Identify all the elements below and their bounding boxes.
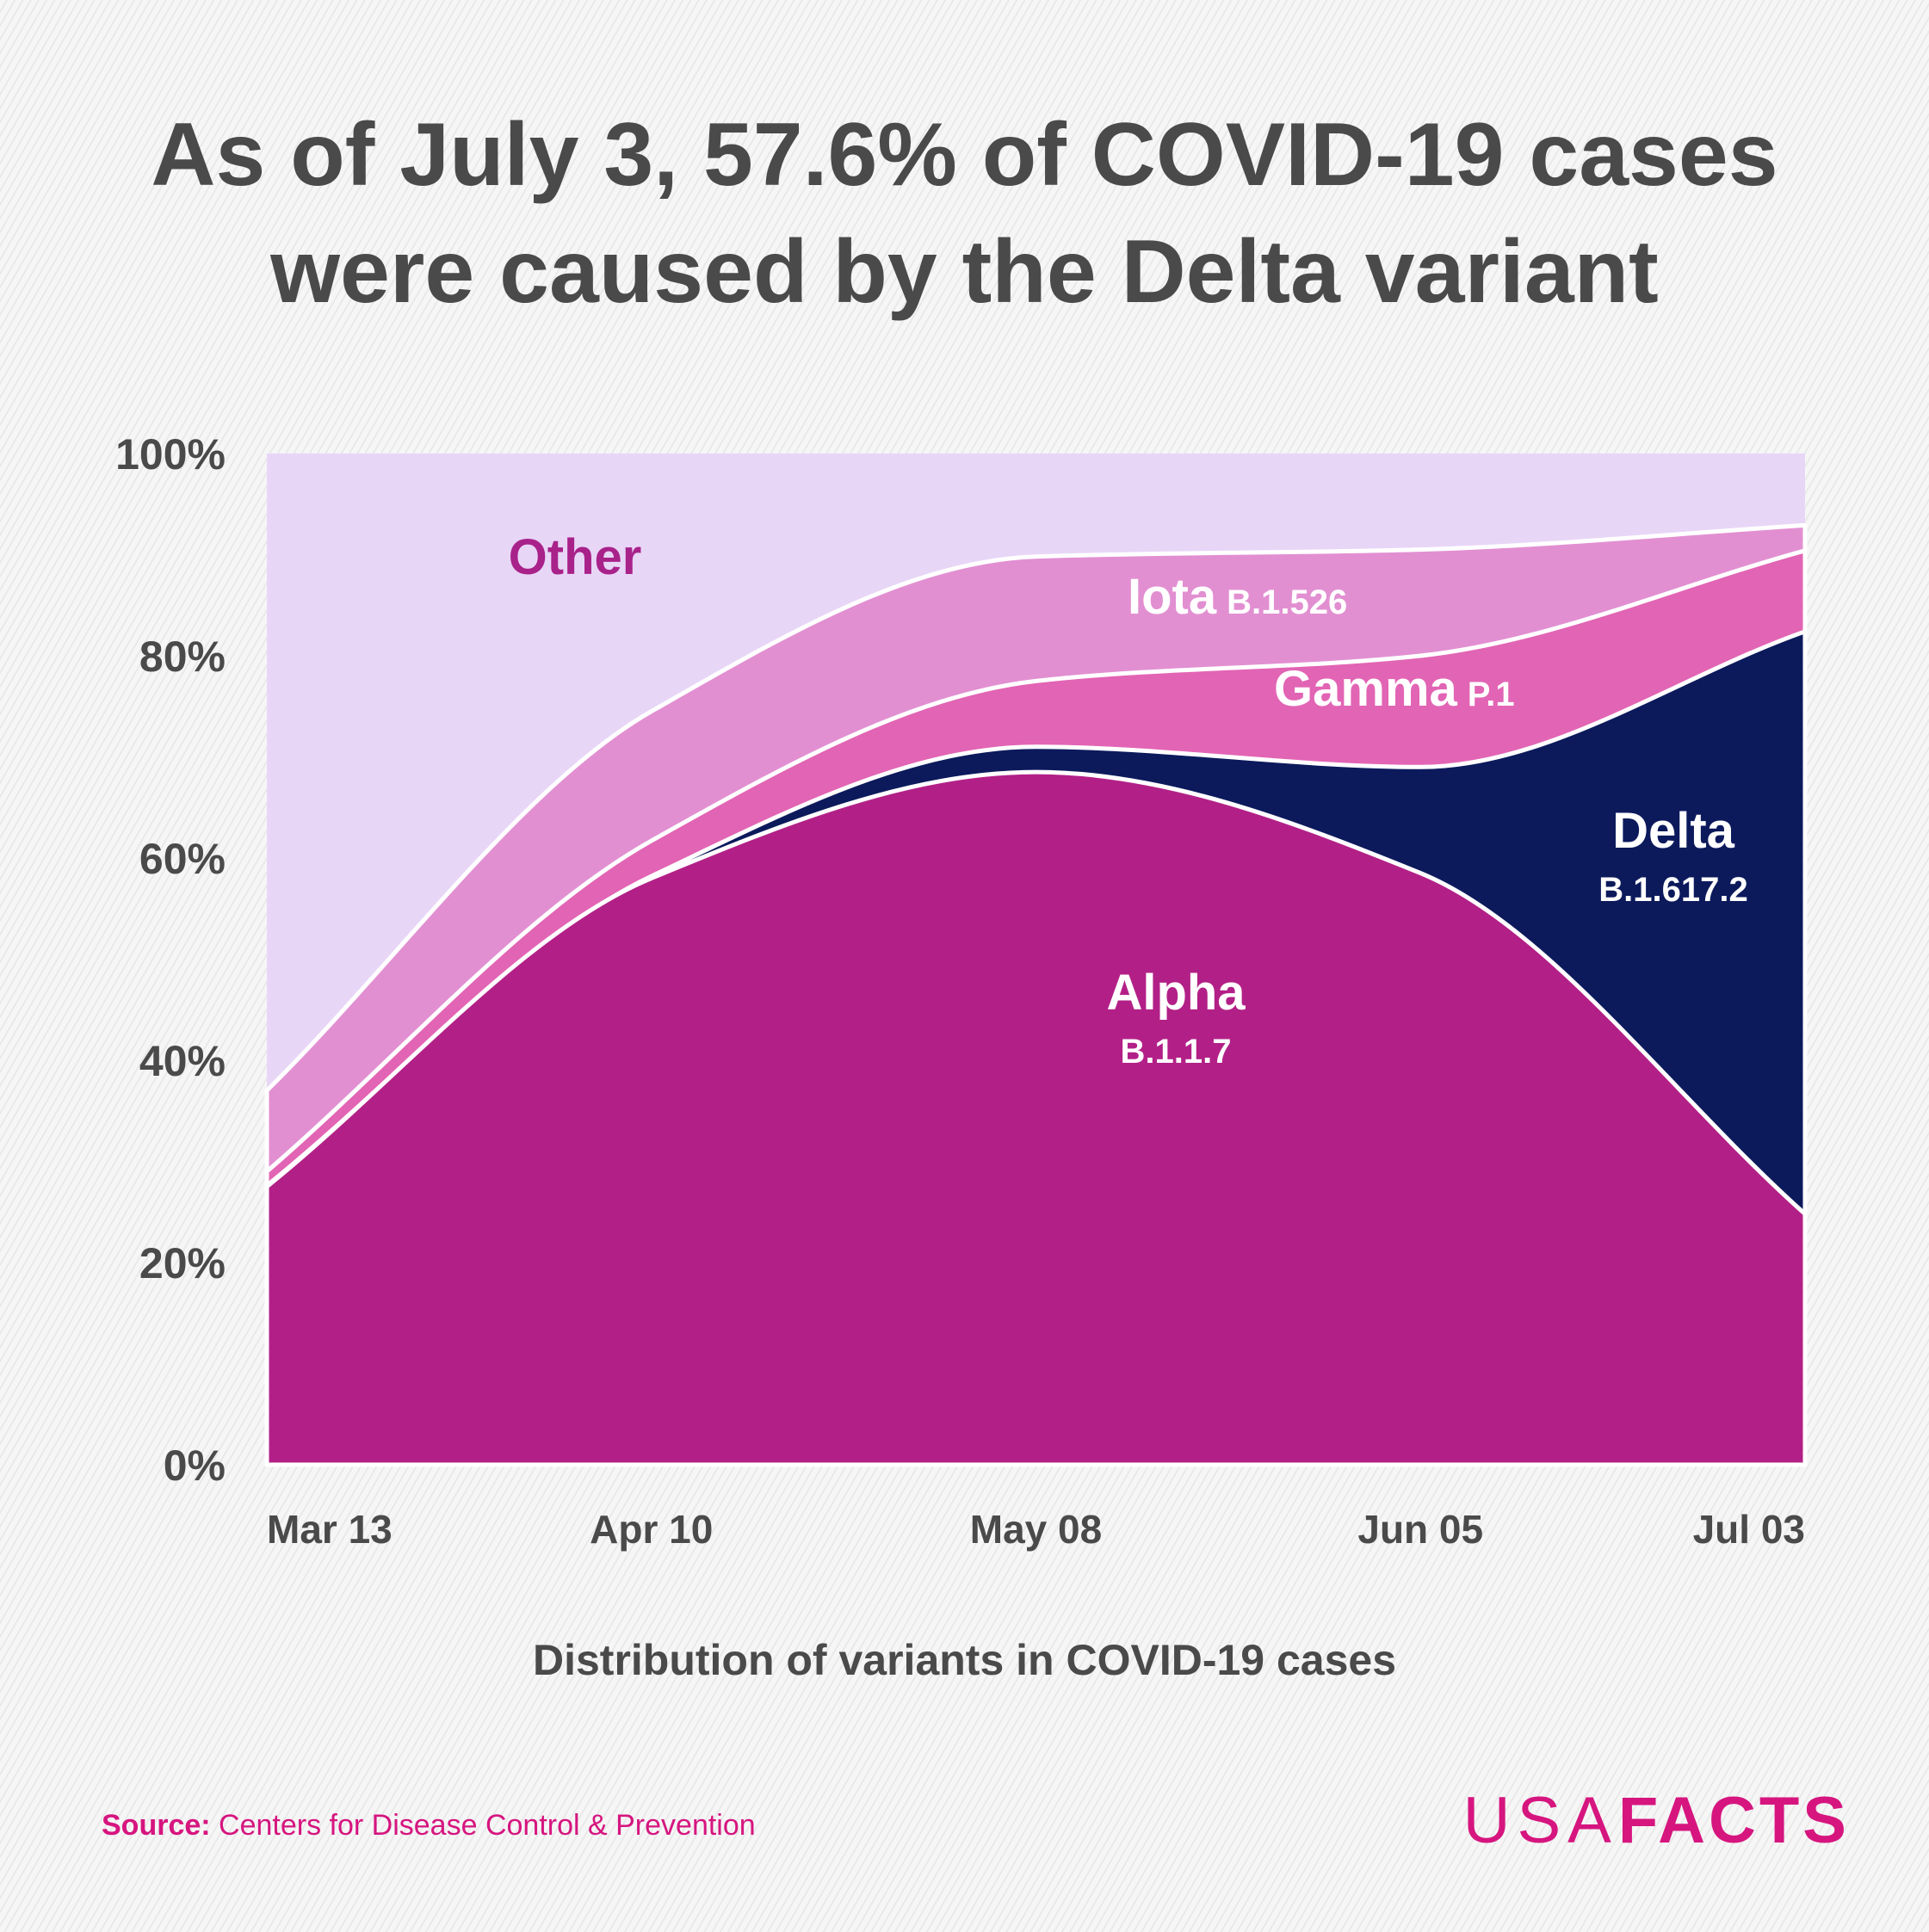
chart-subtitle: Distribution of variants in COVID-19 cas… [532, 1636, 1397, 1684]
series-labels: Other Iota B.1.526 Gamma P.1 Delta B.1.617.2 Al… [509, 529, 1748, 1071]
series-code-iota: B.1.526 [1227, 583, 1347, 621]
series-name-other: Other [509, 529, 642, 585]
source-text: Centers for Disease Control & Prevention [219, 1809, 756, 1842]
y-tick-label: 40% [139, 1037, 226, 1085]
y-tick-label: 60% [139, 835, 226, 883]
area-alpha [264, 769, 1808, 1467]
title-line-2: were caused by the Delta variant [270, 222, 1659, 322]
x-tick-label: Apr 10 [590, 1507, 713, 1552]
y-tick-label: 0% [164, 1441, 226, 1490]
area-layers [264, 454, 1808, 1467]
y-tick-label: 20% [139, 1239, 226, 1287]
series-label-delta: Delta B.1.617.2 [1598, 803, 1747, 909]
y-tick-label: 100% [115, 430, 226, 478]
series-code-delta: B.1.617.2 [1598, 871, 1747, 909]
series-name-gamma: Gamma [1274, 661, 1458, 717]
logo-part-1: USA [1462, 1784, 1618, 1857]
source-label: Source: [102, 1809, 211, 1842]
axis-ticks: 0% 20% 40% 60% 80% 100% Mar 13 Apr 10 May 08 Jun … [115, 430, 1805, 1552]
x-tick-label: Jun 05 [1357, 1507, 1483, 1552]
usafacts-logo: USAFACTS [1463, 1783, 1850, 1858]
logo-part-2: FACTS [1617, 1784, 1850, 1857]
series-label-gamma: Gamma P.1 [1274, 661, 1515, 717]
series-code-alpha: B.1.1.7 [1121, 1033, 1232, 1071]
y-tick-label: 80% [139, 633, 226, 681]
series-label-iota: Iota B.1.526 [1128, 569, 1347, 625]
series-name-delta: Delta [1612, 803, 1735, 859]
source-note: Source: Centers for Disease Control & Pr… [102, 1809, 756, 1842]
x-tick-label: Jul 03 [1693, 1507, 1805, 1552]
chart-title: As of July 3, 57.6% of COVID-19 cases we… [0, 96, 1929, 330]
series-name-iota: Iota [1128, 569, 1217, 625]
x-tick-label: Mar 13 [267, 1507, 393, 1552]
series-label-other: Other [509, 529, 642, 585]
series-name-alpha: Alpha [1106, 965, 1246, 1021]
x-tick-label: May 08 [970, 1507, 1102, 1552]
title-line-1: As of July 3, 57.6% of COVID-19 cases [151, 105, 1778, 205]
series-label-alpha: Alpha B.1.1.7 [1106, 965, 1246, 1071]
series-code-gamma: P.1 [1468, 676, 1515, 713]
